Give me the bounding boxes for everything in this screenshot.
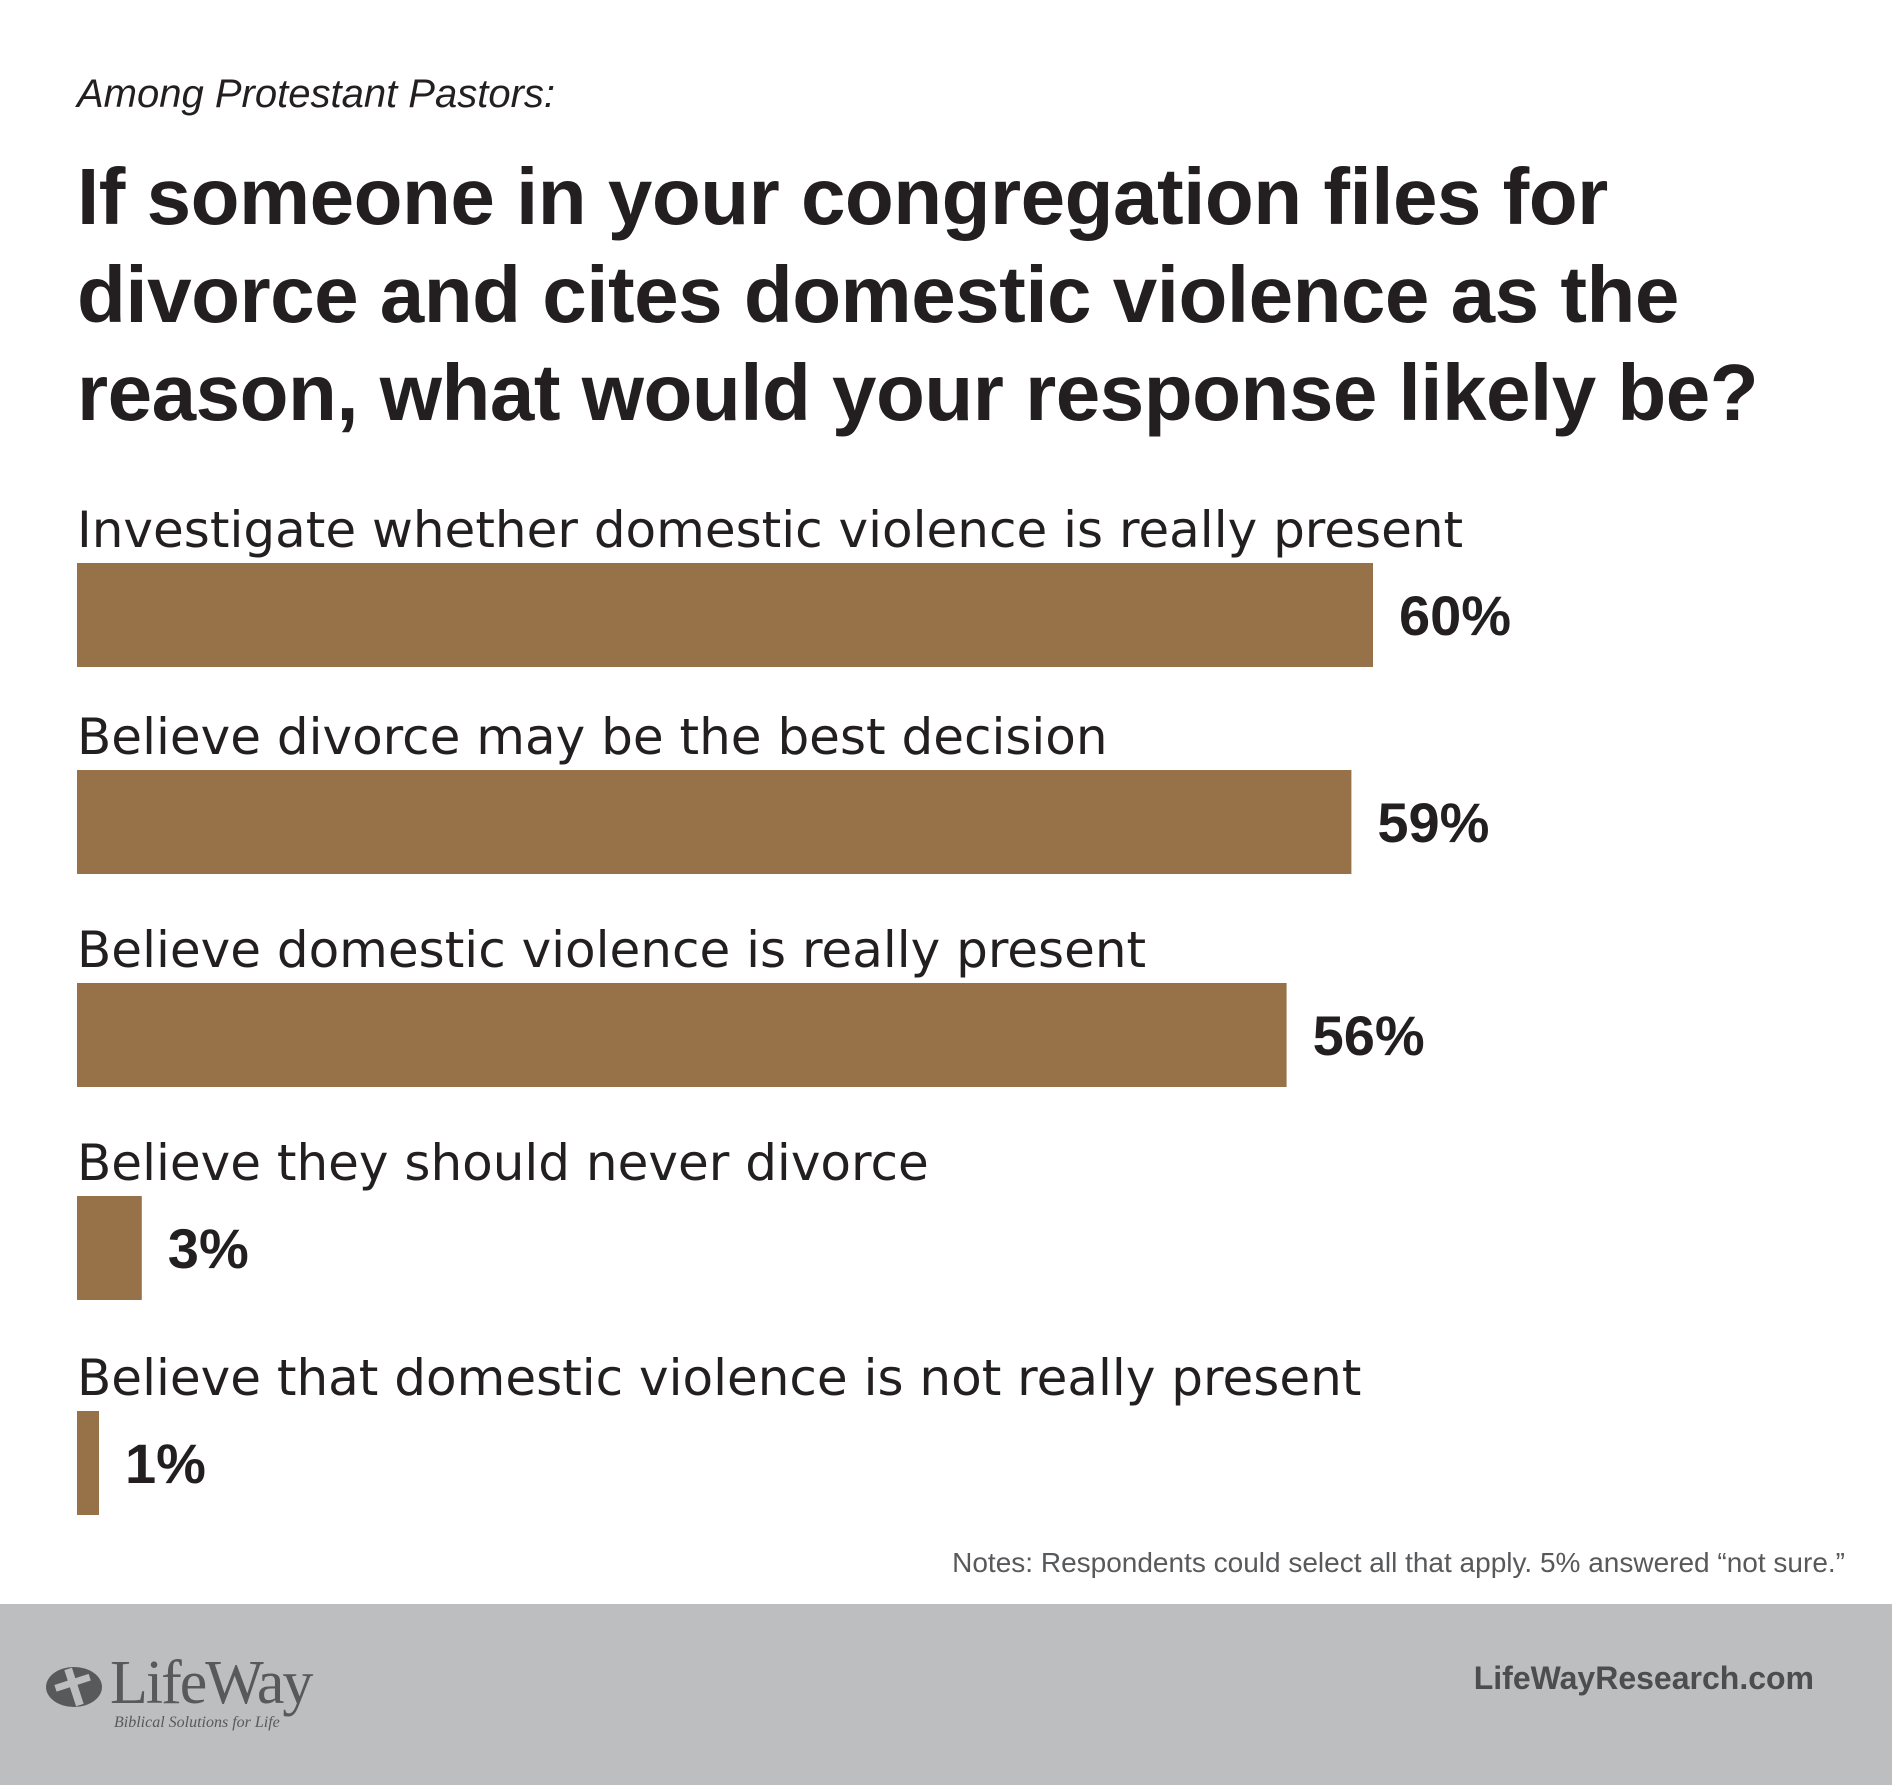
lifeway-logo-mark-icon	[46, 1667, 102, 1707]
bar	[77, 770, 1352, 874]
value-label: 3%	[168, 1217, 249, 1280]
chart-title: If someone in your congregation files fo…	[77, 152, 1759, 437]
chart-notes: Notes: Respondents could select all that…	[952, 1547, 1845, 1578]
value-label: 60%	[1399, 584, 1511, 647]
bar-chart: Investigate whether domestic violence is…	[77, 501, 1511, 1515]
value-label: 56%	[1313, 1004, 1425, 1067]
bar	[77, 983, 1287, 1087]
category-label: Believe divorce may be the best decision	[77, 708, 1108, 766]
category-label: Investigate whether domestic violence is…	[77, 501, 1463, 559]
category-label: Believe they should never divorce	[77, 1134, 929, 1192]
footer-bar: LifeWay Biblical Solutions for Life Life…	[0, 1604, 1892, 1785]
bar	[77, 1196, 142, 1300]
bar	[77, 563, 1373, 667]
website-link[interactable]: LifeWayResearch.com	[1473, 1660, 1814, 1696]
chart-subtitle: Among Protestant Pastors:	[77, 72, 556, 116]
category-label: Believe domestic violence is really pres…	[77, 921, 1146, 979]
value-label: 1%	[125, 1432, 206, 1495]
logo-tagline: Biblical Solutions for Life	[114, 1714, 280, 1731]
category-label: Believe that domestic violence is not re…	[77, 1349, 1361, 1407]
logo-wordmark: LifeWay	[110, 1649, 313, 1717]
bar	[77, 1411, 99, 1515]
value-label: 59%	[1377, 791, 1489, 854]
lifeway-logo[interactable]: LifeWay Biblical Solutions for Life	[44, 1648, 324, 1738]
